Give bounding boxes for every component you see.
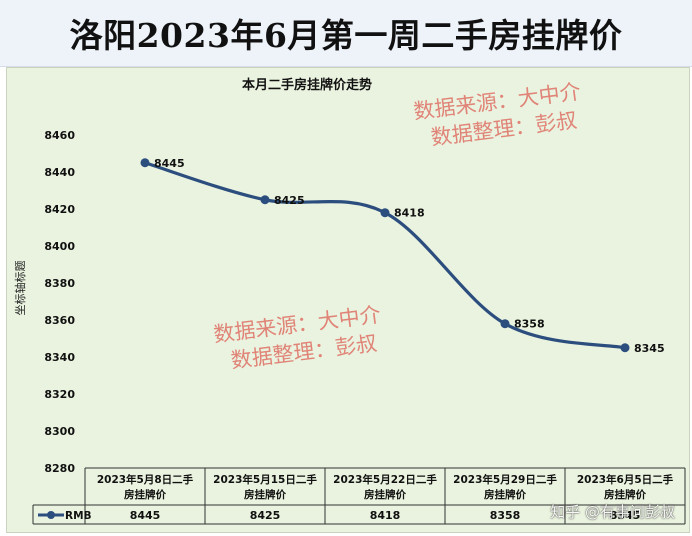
data-point: [140, 158, 150, 168]
data-point: [620, 343, 630, 353]
y-tick-label: 8460: [44, 129, 75, 142]
legend-marker: [47, 511, 55, 519]
x-category-label: 2023年5月29日二手房挂牌价: [453, 473, 557, 501]
data-label: 8418: [394, 207, 425, 220]
y-tick-label: 8320: [44, 388, 75, 401]
chart-area: 本月二手房挂牌价走势 坐标轴标题 8280 8300 8320 8340 8360 838…: [6, 67, 690, 533]
data-point: [380, 208, 390, 218]
table-value: 8425: [250, 509, 281, 522]
y-tick-label: 8340: [44, 351, 75, 364]
y-tick-label: 8440: [44, 166, 75, 179]
y-tick-label: 8400: [44, 240, 75, 253]
y-tick-label: 8300: [44, 425, 75, 438]
title-banner: 洛阳2023年6月第一周二手房挂牌价: [0, 0, 692, 67]
y-tick-label: 8420: [44, 203, 75, 216]
x-category-label: 2023年5月8日二手房挂牌价: [97, 473, 194, 501]
table-value: 8418: [370, 509, 401, 522]
table-value: 8358: [490, 509, 521, 522]
data-point: [260, 195, 270, 205]
table-value: 8445: [130, 509, 161, 522]
data-label: 8358: [514, 318, 545, 331]
page-title: 洛阳2023年6月第一周二手房挂牌价: [69, 16, 623, 55]
data-point: [500, 319, 510, 329]
legend-label: RMB: [65, 510, 92, 522]
x-category-label: 2023年5月15日二手房挂牌价: [213, 473, 317, 501]
y-tick-label: 8360: [44, 314, 75, 327]
x-category-label: 2023年5月22日二手房挂牌价: [333, 473, 437, 501]
chart-title: 本月二手房挂牌价走势: [242, 77, 372, 93]
data-label: 8425: [274, 194, 305, 207]
table-value: 8345: [610, 509, 641, 522]
x-category-label: 2023年6月5日二手房挂牌价: [577, 473, 674, 501]
data-label: 8445: [154, 157, 185, 170]
y-tick-label: 8280: [44, 462, 75, 475]
y-axis-title: 坐标轴标题: [13, 261, 27, 316]
zhihu-watermark: 知乎 @有事问彭叔: [550, 503, 675, 521]
data-label: 8345: [634, 342, 665, 355]
line-chart: 本月二手房挂牌价走势 坐标轴标题 8280 8300 8320 8340 8360 838…: [13, 77, 686, 525]
y-tick-label: 8380: [44, 277, 75, 290]
